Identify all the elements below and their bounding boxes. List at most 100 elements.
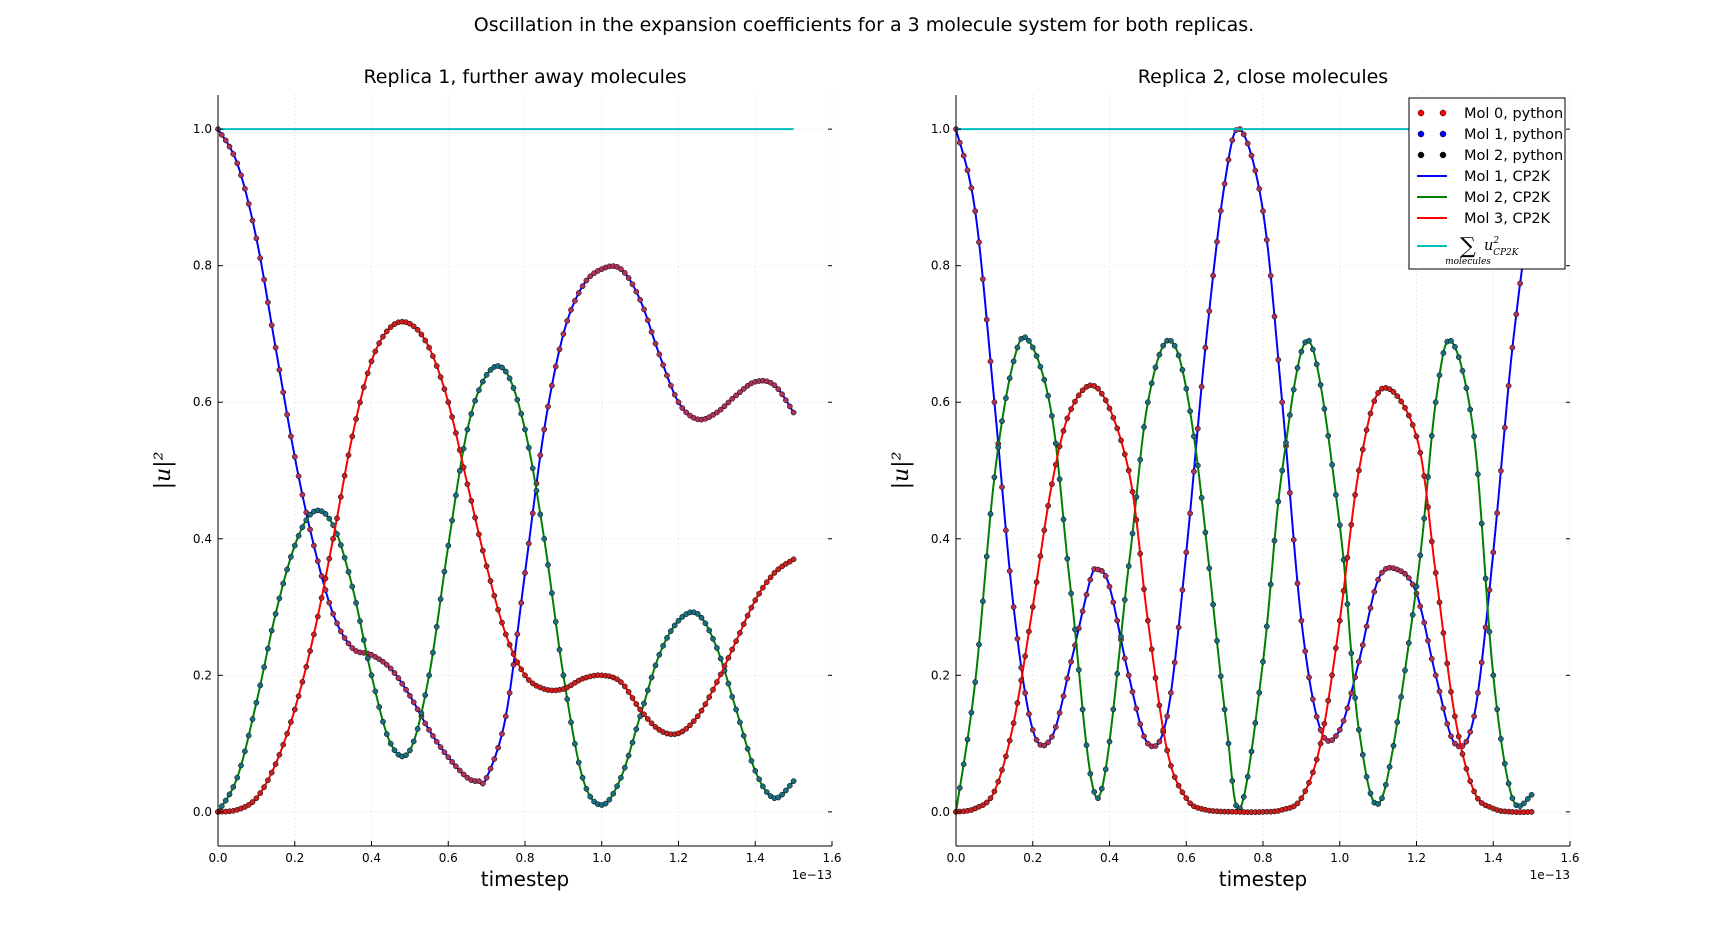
data-point: [383, 661, 390, 668]
data-point: [1014, 700, 1021, 706]
data-point: [1221, 706, 1228, 713]
data-point: [1187, 510, 1193, 517]
data-point: [541, 535, 548, 542]
data-point: [376, 340, 383, 347]
data-point: [1010, 720, 1017, 726]
data-point: [1271, 537, 1278, 544]
data-point: [987, 511, 994, 517]
data-point: [564, 696, 571, 703]
data-point: [334, 620, 340, 627]
data-point: [1405, 640, 1412, 646]
data-point: [1079, 706, 1086, 713]
data-point: [537, 452, 544, 459]
data-point: [1022, 653, 1028, 660]
data-point: [226, 791, 233, 798]
x-axis-label: timestep: [1219, 867, 1307, 891]
data-point: [1333, 733, 1339, 739]
data-point: [790, 556, 797, 563]
data-point: [1367, 605, 1374, 611]
data-point: [737, 719, 743, 726]
data-point: [1436, 599, 1443, 606]
data-point: [583, 785, 590, 792]
data-point: [737, 389, 743, 396]
data-point: [249, 217, 256, 224]
data-point: [1509, 344, 1516, 351]
data-point: [621, 683, 628, 690]
data-point: [560, 672, 567, 679]
data-point: [1471, 433, 1477, 440]
data-point: [733, 392, 739, 399]
data-point: [1010, 358, 1017, 365]
data-point: [1003, 395, 1009, 401]
data-point: [690, 718, 697, 724]
data-point: [518, 410, 525, 417]
data-point: [1290, 536, 1297, 543]
data-point: [621, 270, 628, 276]
data-point: [326, 515, 333, 522]
data-point: [265, 299, 271, 306]
data-point: [1191, 433, 1197, 440]
data-point: [1475, 471, 1481, 478]
data-point: [1191, 468, 1197, 475]
series-dots-0: [953, 126, 1535, 750]
legend-entry: Mol 2, CP2K: [1417, 190, 1551, 206]
data-point: [456, 468, 463, 474]
data-point: [1214, 238, 1220, 245]
data-point: [1313, 361, 1320, 368]
data-point: [790, 778, 797, 784]
data-point: [1022, 334, 1028, 341]
data-point: [717, 406, 724, 413]
data-point: [464, 481, 471, 488]
data-point: [1478, 520, 1485, 527]
data-point: [337, 628, 344, 635]
data-point: [1145, 740, 1151, 747]
series-line-1: [217, 364, 795, 813]
data-point: [364, 370, 371, 377]
data-point: [1060, 693, 1067, 699]
data-point: [1225, 740, 1232, 747]
data-point: [629, 695, 636, 701]
data-point: [376, 704, 383, 710]
data-point: [960, 761, 967, 768]
data-point: [991, 788, 998, 795]
data-point: [729, 395, 736, 402]
data-point: [1244, 140, 1251, 147]
data-point: [387, 740, 394, 747]
data-point: [671, 391, 678, 398]
data-point: [468, 497, 475, 504]
data-point: [641, 700, 647, 707]
data-point: [725, 655, 732, 661]
data-point: [1206, 565, 1213, 572]
data-point: [575, 759, 582, 766]
data-point: [1029, 604, 1036, 610]
data-point: [1440, 630, 1447, 636]
data-point: [1003, 527, 1009, 534]
data-point: [1356, 467, 1362, 474]
data-point: [667, 382, 674, 389]
data-point: [564, 318, 571, 324]
data-point: [667, 628, 674, 634]
data-point: [786, 403, 793, 410]
data-point: [583, 277, 590, 284]
data-point: [1152, 364, 1159, 371]
data-point: [1110, 706, 1117, 713]
data-point: [1287, 412, 1293, 418]
data-point: [483, 774, 490, 781]
data-point: [1517, 803, 1523, 809]
data-point: [737, 629, 743, 636]
x-tick-label: 0.6: [439, 851, 458, 865]
data-point: [995, 444, 1002, 451]
x-tick-label: 1.2: [1407, 851, 1426, 865]
data-point: [614, 783, 620, 790]
data-point: [980, 276, 986, 282]
data-point: [972, 208, 979, 214]
data-point: [1263, 623, 1270, 630]
data-point: [752, 768, 759, 774]
data-point: [1049, 413, 1055, 419]
legend-label: Mol 1, python: [1464, 127, 1563, 143]
data-point: [1168, 762, 1174, 769]
data-point: [1336, 522, 1343, 528]
data-point: [318, 508, 325, 515]
data-point: [1175, 624, 1182, 631]
data-point: [387, 665, 394, 672]
